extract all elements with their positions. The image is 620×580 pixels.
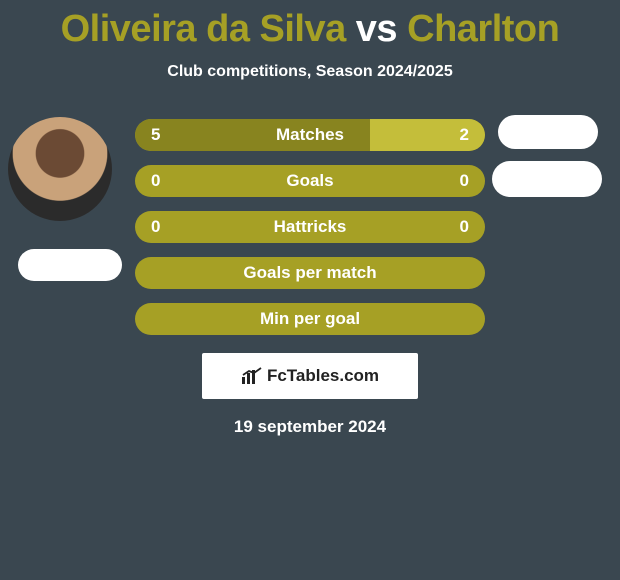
content-area: 5 2 Matches 0 0 Goals 0 0 Hattricks Goals per mat… <box>0 119 620 437</box>
logo-text: FcTables.com <box>267 366 379 386</box>
subtitle: Club competitions, Season 2024/2025 <box>0 63 620 81</box>
date-text: 19 september 2024 <box>0 417 620 437</box>
stat-label: Goals per match <box>243 263 376 283</box>
stat-label: Hattricks <box>274 217 347 237</box>
stat-row: Goals per match <box>135 257 485 289</box>
stats-bars: 5 2 Matches 0 0 Goals 0 0 Hattricks Goals per mat… <box>135 119 485 335</box>
stat-row: 5 2 Matches <box>135 119 485 151</box>
player2-name: Charlton <box>407 8 559 50</box>
player2-club-badge-2 <box>492 161 602 197</box>
player1-avatar <box>8 117 112 221</box>
stat-value-left: 0 <box>151 217 160 237</box>
stat-row: 0 0 Hattricks <box>135 211 485 243</box>
stat-label: Matches <box>276 125 344 145</box>
stat-row: Min per goal <box>135 303 485 335</box>
avatar-placeholder-icon <box>8 117 112 221</box>
player1-club-badge <box>18 249 122 281</box>
vs-text: vs <box>356 8 397 50</box>
stat-row: 0 0 Goals <box>135 165 485 197</box>
player1-name: Oliveira da Silva <box>61 8 346 50</box>
stat-value-right: 0 <box>460 171 469 191</box>
stat-label: Min per goal <box>260 309 360 329</box>
stat-value-left: 0 <box>151 171 160 191</box>
chart-icon <box>241 367 263 385</box>
comparison-title: Oliveira da Silva vs Charlton <box>0 0 620 51</box>
stat-value-right: 2 <box>460 125 469 145</box>
stat-label: Goals <box>286 171 333 191</box>
player2-club-badge-1 <box>498 115 598 149</box>
stat-value-right: 0 <box>460 217 469 237</box>
logo-box: FcTables.com <box>202 353 418 399</box>
stat-value-left: 5 <box>151 125 160 145</box>
